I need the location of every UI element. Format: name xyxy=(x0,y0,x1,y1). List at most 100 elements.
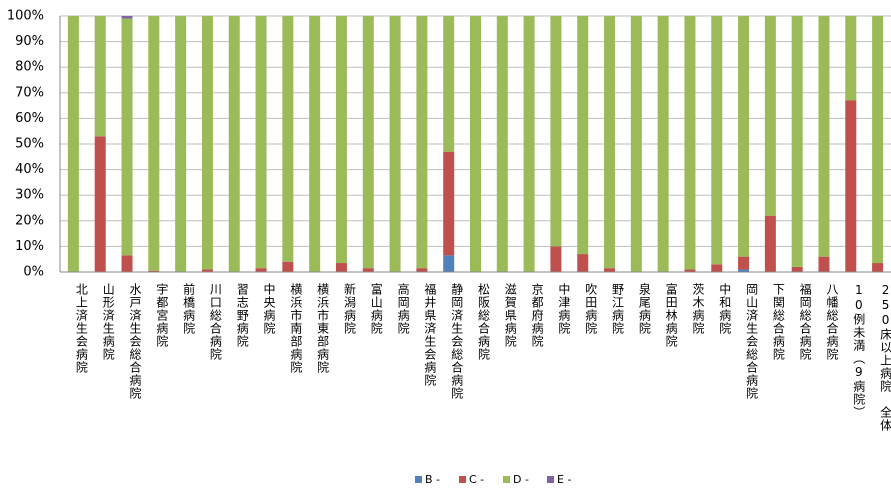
bar-segment xyxy=(604,16,616,269)
y-tick-label: 0% xyxy=(23,265,44,280)
y-tick-label: 50% xyxy=(15,137,44,152)
bar-segment xyxy=(362,268,374,272)
bar-segment xyxy=(577,16,589,255)
x-tick-label: 新潟病院 xyxy=(342,283,357,335)
bar-segment xyxy=(470,16,481,272)
bar-segment xyxy=(335,263,347,272)
x-tick-label: 中央病院 xyxy=(262,283,277,335)
bar-segment xyxy=(362,16,374,269)
bar-segment xyxy=(496,16,508,272)
bar-segment xyxy=(738,16,750,257)
y-tick-label: 60% xyxy=(15,111,44,126)
x-tick-label: 宇都宮病院 xyxy=(154,283,169,348)
bar-segment xyxy=(684,16,696,270)
x-tick-label: 野江病院 xyxy=(610,283,625,335)
x-tick-label: 川口総合病院 xyxy=(208,283,223,361)
bar-segment xyxy=(335,16,347,264)
bar-segment xyxy=(94,16,106,137)
bar-segment xyxy=(872,16,884,264)
bar-segment xyxy=(416,268,428,272)
y-tick-label: 40% xyxy=(15,162,44,177)
x-tick-label: 福岡総合病院 xyxy=(798,283,813,361)
legend-label: C - xyxy=(469,473,484,486)
legend-swatch xyxy=(503,476,510,483)
y-tick-label: 80% xyxy=(15,60,44,75)
bar-segment xyxy=(309,16,321,272)
bar-segment xyxy=(255,268,267,272)
bar-segment xyxy=(201,269,213,272)
x-tick-label: 横浜市東部病院 xyxy=(315,283,330,374)
y-tick-label: 70% xyxy=(15,85,44,100)
bar-segment xyxy=(282,16,294,262)
bar-segment xyxy=(228,16,240,272)
x-tick-label: 静岡済生会総合病院 xyxy=(449,283,464,400)
bar-segment xyxy=(684,269,696,272)
legend-swatch xyxy=(547,476,554,483)
bar-segment xyxy=(148,16,160,271)
legend-label: D - xyxy=(513,473,529,486)
x-tick-label: 前橋病院 xyxy=(181,283,196,335)
bar-segment xyxy=(443,151,455,256)
legend-swatch xyxy=(459,476,466,483)
bar-segment xyxy=(818,16,830,257)
x-tick-label: 中和病院 xyxy=(717,283,732,335)
x-tick-label: 250床以上病院 全体 xyxy=(878,283,891,432)
x-tick-label: 吹田病院 xyxy=(583,283,598,335)
legend-swatch xyxy=(415,476,422,483)
x-tick-label: 松阪総合病院 xyxy=(476,283,491,361)
bar-segment xyxy=(550,16,562,247)
bar-segment xyxy=(416,16,428,269)
x-tick-label: 茨木病院 xyxy=(690,283,705,335)
x-tick-label: 京都府病院 xyxy=(530,283,545,348)
y-tick-label: 10% xyxy=(15,239,44,254)
bar-segment xyxy=(121,255,133,272)
bar-segment xyxy=(121,18,133,256)
x-tick-label: 高岡病院 xyxy=(396,283,411,335)
x-tick-label: 福井県済生会病院 xyxy=(422,283,437,387)
y-tick-label: 90% xyxy=(15,34,44,49)
x-tick-label: 水戸済生会総合病院 xyxy=(128,283,143,400)
bar-segment xyxy=(738,256,750,270)
x-tick-label: 富田林病院 xyxy=(664,283,679,348)
bar-segment xyxy=(630,16,642,272)
x-tick-label: 中津病院 xyxy=(556,283,571,335)
x-tick-label: 岡山済生会総合病院 xyxy=(744,283,759,400)
bar-segment xyxy=(67,16,79,272)
x-tick-label: 泉尾病院 xyxy=(637,283,652,335)
bar-segment xyxy=(443,255,455,272)
bar-segment xyxy=(791,16,803,267)
bar-segment xyxy=(577,254,589,272)
bar-segment xyxy=(523,16,535,272)
x-tick-label: 習志野病院 xyxy=(235,283,250,348)
x-tick-label: 横浜市南部病院 xyxy=(288,283,303,374)
y-tick-label: 30% xyxy=(15,188,44,203)
bar-segment xyxy=(282,261,294,272)
legend-label: E - xyxy=(557,473,571,486)
bar-segment xyxy=(604,268,616,272)
bar-segment xyxy=(764,16,776,216)
bar-segment xyxy=(764,215,776,272)
legend-label: B - xyxy=(425,473,440,486)
y-tick-label: 20% xyxy=(15,213,44,228)
bar-segment xyxy=(711,16,723,265)
x-tick-label: 10例未満（9病院） xyxy=(851,283,866,419)
bar-segment xyxy=(443,16,455,152)
bar-segment xyxy=(389,16,401,272)
bar-segment xyxy=(711,264,723,272)
y-tick-label: 100% xyxy=(7,9,44,24)
bar-segment xyxy=(255,16,267,269)
bar-segment xyxy=(201,16,213,270)
x-tick-label: 下関総合病院 xyxy=(771,283,786,361)
bar-segment xyxy=(845,16,857,101)
bar-segment xyxy=(791,266,803,272)
x-tick-label: 滋賀県病院 xyxy=(503,283,518,348)
bar-segment xyxy=(657,16,669,272)
bar-segment xyxy=(148,270,160,272)
x-tick-label: 富山病院 xyxy=(369,283,384,335)
bar-segment xyxy=(94,136,106,272)
bar-segment xyxy=(738,269,750,272)
bar-segment xyxy=(818,256,830,272)
bar-segment xyxy=(121,16,133,19)
